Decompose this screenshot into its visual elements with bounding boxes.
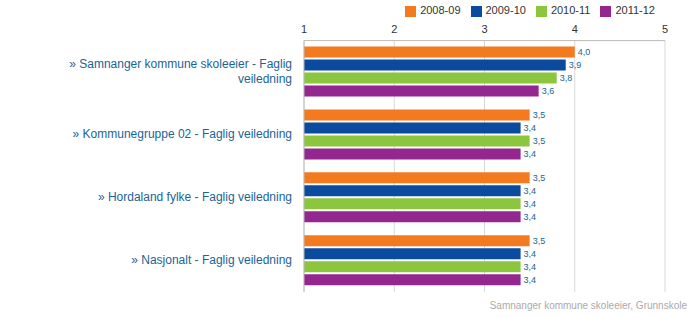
svg-text:3,6: 3,6	[542, 86, 555, 96]
svg-text:» Hordaland fylke - Faglig vei: » Hordaland fylke - Faglig veiledning	[98, 190, 292, 204]
svg-text:5: 5	[662, 23, 668, 35]
html-text:2009-10: 2009-10	[485, 4, 526, 16]
svg-text:» Kommunegruppe 02 - Faglig ve: » Kommunegruppe 02 - Faglig veiledning	[73, 127, 292, 141]
svg-text:3,4: 3,4	[524, 123, 537, 133]
svg-text:3: 3	[481, 23, 487, 35]
svg-text:3,5: 3,5	[533, 110, 546, 120]
svg-text:3,4: 3,4	[524, 199, 537, 209]
svg-text:3,4: 3,4	[524, 249, 537, 259]
svg-text:3,5: 3,5	[533, 236, 546, 246]
svg-text:3,8: 3,8	[560, 73, 573, 83]
svg-text:1: 1	[301, 23, 307, 35]
svg-text:3,4: 3,4	[524, 186, 537, 196]
html-text:Samnanger kommune skoleeier, G: Samnanger kommune skoleeier, Grunnskole	[489, 300, 687, 311]
svg-text:» Samnanger kommune skoleeier: » Samnanger kommune skoleeier - Fagligve…	[69, 57, 292, 86]
svg-text:3,5: 3,5	[533, 173, 546, 183]
svg-text:3,4: 3,4	[524, 262, 537, 272]
html-text:2011-12: 2011-12	[615, 4, 655, 16]
svg-text:3,5: 3,5	[533, 136, 546, 146]
svg-text:3,4: 3,4	[524, 275, 537, 285]
svg-text:2: 2	[391, 23, 397, 35]
svg-text:3,4: 3,4	[524, 149, 537, 159]
html-text:2008-09: 2008-09	[420, 4, 461, 16]
svg-text:3,9: 3,9	[569, 60, 582, 70]
svg-text:» Nasjonalt - Faglig veilednin: » Nasjonalt - Faglig veiledning	[131, 253, 292, 267]
svg-text:4,0: 4,0	[578, 47, 591, 57]
svg-text:3,4: 3,4	[524, 212, 537, 222]
svg-text:4: 4	[572, 23, 578, 35]
html-text:2010-11: 2010-11	[550, 4, 591, 16]
